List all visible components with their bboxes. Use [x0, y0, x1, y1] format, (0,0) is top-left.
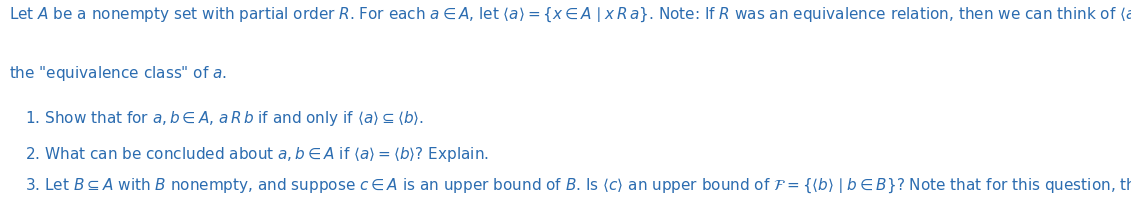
Text: 2. What can be concluded about $a, b \in \mathit{A}$ if $\langle a\rangle = \lan: 2. What can be concluded about $a, b \in…	[25, 144, 489, 163]
Text: Let $\mathit{A}$ be a nonempty set with partial order $\mathit{R}$. For each $a : Let $\mathit{A}$ be a nonempty set with …	[9, 6, 1131, 24]
Text: 3. Let $\mathit{B} \subseteq \mathit{A}$ with $\mathit{B}$ nonempty, and suppose: 3. Let $\mathit{B} \subseteq \mathit{A}$…	[25, 176, 1131, 194]
Text: the "equivalence class" of $\mathit{a}$.: the "equivalence class" of $\mathit{a}$.	[9, 64, 227, 83]
Text: 1. Show that for $a, b \in \mathit{A}$, $a\,\mathit{R}\,b$ if and only if $\lang: 1. Show that for $a, b \in \mathit{A}$, …	[25, 108, 424, 127]
